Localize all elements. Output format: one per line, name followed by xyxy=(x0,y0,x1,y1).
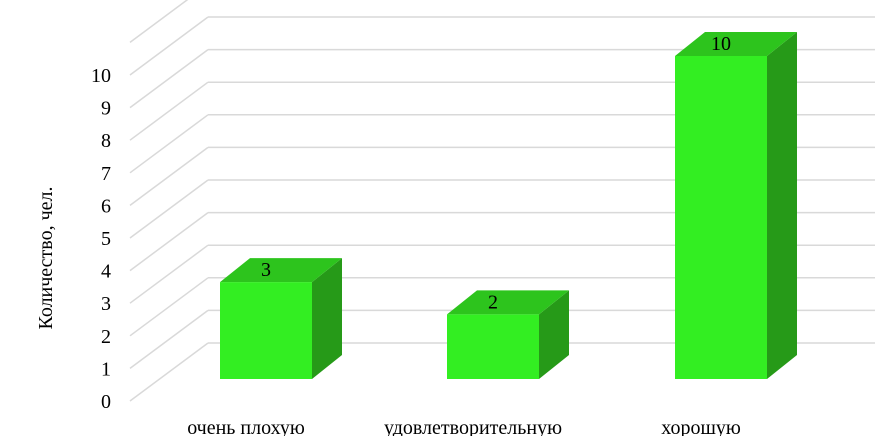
gridline-wall-1 xyxy=(129,309,209,370)
bar-side-face xyxy=(539,290,569,379)
y-tick-label: 9 xyxy=(101,98,111,120)
bar-side-face xyxy=(312,258,342,379)
bar-2 xyxy=(447,290,569,379)
category-label: хорошую xyxy=(661,417,741,436)
y-tick-label: 4 xyxy=(101,261,111,283)
bars xyxy=(220,32,797,379)
y-tick-label: 5 xyxy=(101,228,111,250)
bar-side-face xyxy=(767,32,797,379)
gridline-wall-6 xyxy=(129,146,209,207)
gridline-wall-5 xyxy=(129,179,209,239)
gridline-wall-3 xyxy=(129,244,209,304)
category-label: удовлетворительную xyxy=(384,417,562,436)
bar-top-face xyxy=(447,290,569,315)
bar-3 xyxy=(675,32,797,379)
gridline-wall-top xyxy=(129,0,189,44)
bar-top-face xyxy=(675,32,797,56)
bar-front-face xyxy=(675,56,767,379)
category-label: очень плохую xyxy=(187,417,305,436)
bar-front-face xyxy=(220,282,312,379)
bar-front-face xyxy=(447,314,539,379)
y-tick-label: 8 xyxy=(101,130,111,152)
data-label: 3 xyxy=(261,259,271,281)
y-tick-label: 3 xyxy=(101,293,111,315)
y-axis-ticks: 0 1 2 3 4 5 6 7 8 9 10 xyxy=(91,65,111,413)
y-tick-label: 0 xyxy=(101,391,111,413)
gridline-wall-0 xyxy=(129,342,209,402)
data-labels: 3 2 10 xyxy=(261,33,731,313)
gridline-wall-8 xyxy=(129,81,209,141)
y-tick-label: 1 xyxy=(101,358,111,380)
y-tick-label: 2 xyxy=(101,326,111,348)
y-axis-title: Количество, чел. xyxy=(35,186,57,329)
gridline-wall-7 xyxy=(129,114,209,174)
y-tick-label: 10 xyxy=(91,65,111,87)
bar-1 xyxy=(220,258,342,379)
x-axis-categories: очень плохую удовлетворительную хорошую xyxy=(187,417,741,436)
y-tick-label: 6 xyxy=(101,195,111,217)
gridline-wall-2 xyxy=(129,277,209,337)
y-tick-label: 7 xyxy=(101,163,111,185)
gridline-wall-9 xyxy=(129,48,209,109)
gridline-wall-4 xyxy=(129,211,209,272)
gridline-wall-10 xyxy=(129,16,209,76)
data-label: 2 xyxy=(488,291,498,313)
data-label: 10 xyxy=(711,33,731,55)
bar-top-face xyxy=(220,258,342,283)
